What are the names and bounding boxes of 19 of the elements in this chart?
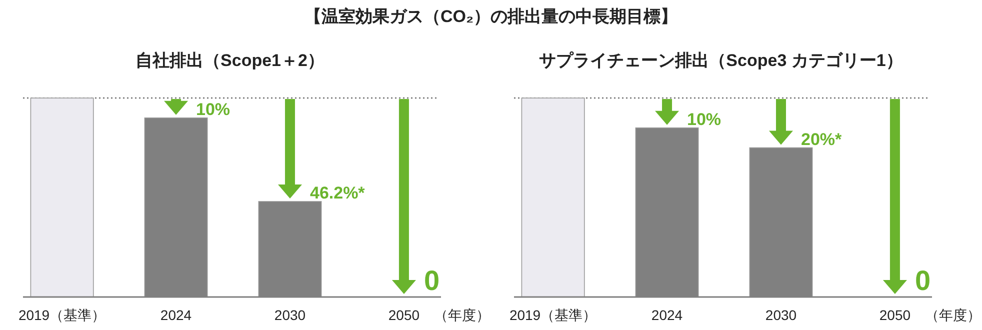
annotation: 20%* (800, 130, 842, 149)
x-axis-title: （年度） (924, 307, 981, 323)
annotation: 46.2%* (310, 183, 366, 202)
x-tick-label: 2019（基準） (18, 307, 106, 323)
chart-subtitle: 自社排出（Scope1＋2） (136, 51, 324, 70)
text: 【温室効果ガス（CO₂）の排出量の中長期目標】 (304, 7, 678, 26)
x-axis-title: （年度） (434, 307, 490, 323)
x-tick-label: 2030 (765, 307, 797, 323)
x-tick-label: 2030 (274, 307, 306, 323)
annotation: 0 (424, 265, 440, 296)
annotation: 10% (196, 100, 230, 119)
x-tick-label: 2024 (651, 307, 683, 323)
x-tick-label: 2019（基準） (509, 307, 597, 323)
x-tick-label: 2024 (160, 307, 192, 323)
x-tick-label: 2050 (388, 307, 420, 323)
annotation: 0 (914, 265, 931, 296)
annotation: 10% (687, 110, 722, 129)
chart-subtitle: サプライチェーン排出（Scope3 カテゴリー1） (539, 51, 903, 70)
x-tick-label: 2050 (879, 307, 911, 323)
